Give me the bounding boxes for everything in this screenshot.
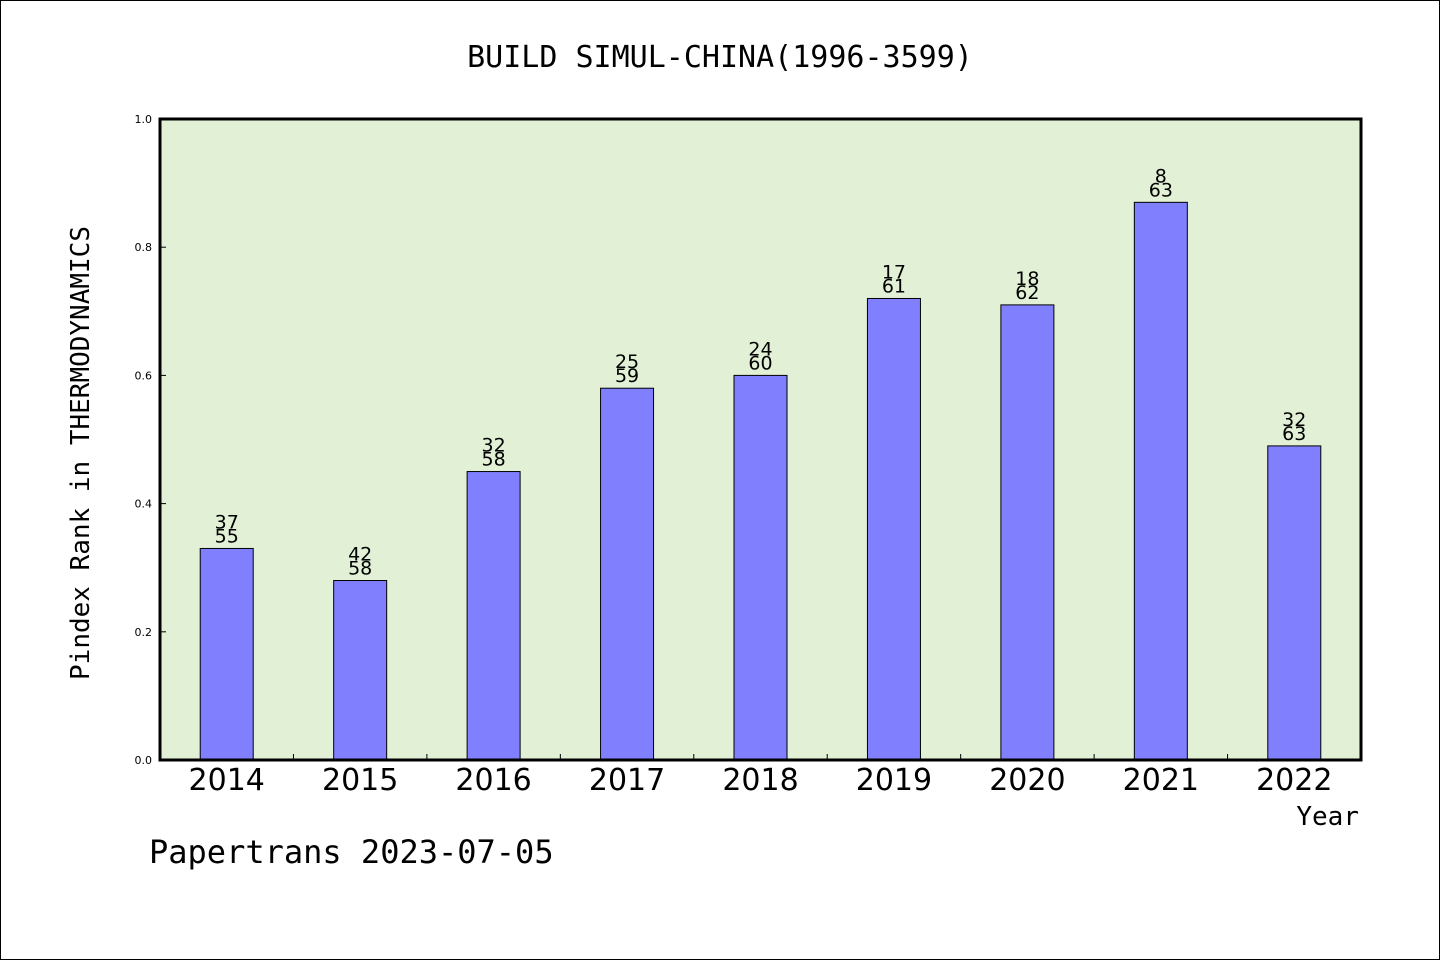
plot-frame [158, 117, 1363, 762]
bar-label-bottom-2015: 58 [348, 558, 372, 580]
y-tick-label-0.4: 0.4 [135, 498, 153, 511]
chart-title: BUILD SIMUL-CHINA(1996-3599) [467, 40, 973, 75]
bar-2016 [466, 471, 521, 761]
y-tick-label-1.0: 1.0 [135, 113, 153, 126]
bar-label-bottom-2020: 62 [1015, 282, 1039, 304]
bar-label-bottom-2018: 60 [748, 352, 772, 374]
x-tick-label-2016: 2016 [455, 763, 531, 798]
bar-label-bottom-2017: 59 [615, 365, 639, 387]
bar-label-bottom-2022: 63 [1282, 423, 1306, 445]
y-tick-label-0.6: 0.6 [135, 369, 153, 382]
y-axis-label: Pindex Rank in THERMODYNAMICS [66, 226, 96, 680]
y-tick-label-0.8: 0.8 [135, 241, 153, 254]
bar-label-bottom-2016: 58 [482, 449, 506, 471]
y-tick-label-0.2: 0.2 [135, 626, 153, 639]
bar-label-top-2019: 17 [882, 261, 906, 283]
bar-2021 [1133, 201, 1188, 761]
bar-2019 [866, 297, 921, 761]
x-tick-label-2014: 2014 [189, 763, 265, 798]
x-tick-label-2018: 2018 [722, 763, 798, 798]
bar-label-top-2015: 42 [348, 544, 372, 566]
bar-label-top-2018: 24 [748, 338, 772, 360]
bar-label-top-2014: 37 [215, 511, 239, 533]
x-tick-label-2022: 2022 [1256, 763, 1332, 798]
x-tick-label-2019: 2019 [856, 763, 932, 798]
bar-label-top-2020: 18 [1015, 268, 1039, 290]
y-axis-ticks: 0.0 0.2 0.4 0.6 0.8 1.0 [135, 113, 166, 767]
bar-label-top-2017: 25 [615, 351, 639, 373]
bar-2017 [600, 387, 655, 761]
bar-2020 [1000, 304, 1055, 761]
x-tick-label-2017: 2017 [589, 763, 665, 798]
footer-note: Papertrans 2023-07-05 [149, 833, 554, 871]
bar-2018 [733, 374, 788, 761]
y-tick-label-0.0: 0.0 [135, 754, 153, 767]
x-tick-label-2015: 2015 [322, 763, 398, 798]
bar-2014 [199, 547, 254, 761]
bar-label-top-2016: 32 [482, 435, 506, 457]
x-tick-label-2020: 2020 [989, 763, 1065, 798]
bar-label-bottom-2021: 63 [1149, 179, 1173, 201]
bar-2015 [333, 580, 388, 761]
x-tick-label-2021: 2021 [1123, 763, 1199, 798]
bar-label-bottom-2019: 61 [882, 275, 906, 297]
bars-group [199, 201, 1322, 761]
bar-label-top-2022: 32 [1282, 409, 1306, 431]
x-axis-ticks: 2014 2015 2016 2017 2018 2019 2020 2021 2022 [189, 754, 1332, 798]
bar-label-bottom-2014: 55 [215, 525, 239, 547]
x-axis-label: Year [1296, 802, 1359, 832]
bar-label-top-2021: 8 [1155, 165, 1167, 187]
bar-2022 [1267, 445, 1322, 761]
